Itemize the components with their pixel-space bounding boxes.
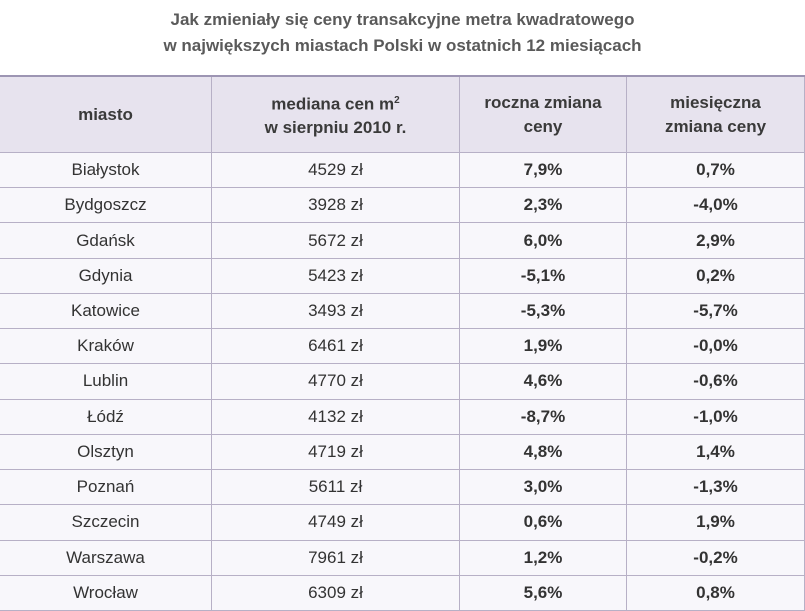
- header-cell: roczna zmiana ceny: [460, 77, 627, 153]
- table-cell: 0,7%: [627, 153, 805, 189]
- table-cell: -5,7%: [627, 293, 805, 330]
- header-cell: miesięczna zmiana ceny: [627, 77, 805, 153]
- header-text: mediana cen m: [271, 94, 395, 114]
- table-cell: 0,6%: [460, 505, 627, 541]
- table-cell: 0,2%: [627, 258, 805, 294]
- table-cell: 4770 zł: [212, 364, 460, 400]
- table-cell: Olsztyn: [0, 434, 212, 471]
- table-cell: 3,0%: [460, 470, 627, 506]
- header-line: ceny: [524, 115, 563, 139]
- header-text: w sierpniu 2010 r.: [264, 118, 407, 138]
- table-cell: -1,0%: [627, 399, 805, 435]
- table-cell: 4719 zł: [212, 434, 460, 471]
- table-cell: 6461 zł: [212, 329, 460, 365]
- table-cell: -0,2%: [627, 540, 805, 576]
- table-cell: 5,6%: [460, 575, 627, 611]
- header-text: miasto: [78, 104, 133, 124]
- table-cell: Poznań: [0, 470, 212, 506]
- table-cell: -8,7%: [460, 399, 627, 435]
- table-cell: 5611 zł: [212, 470, 460, 506]
- table-cell: 2,9%: [627, 223, 805, 259]
- header-text: zmiana ceny: [664, 116, 767, 136]
- table-cell: 1,4%: [627, 434, 805, 471]
- table-cell: 6309 zł: [212, 575, 460, 611]
- header-cell: miasto: [0, 77, 212, 153]
- header-line: miasto: [78, 103, 133, 127]
- table-cell: Lublin: [0, 364, 212, 400]
- table-cell: Szczecin: [0, 505, 212, 541]
- table-cell: Katowice: [0, 293, 212, 330]
- header-line: mediana cen m2: [271, 89, 399, 117]
- table-cell: Białystok: [0, 153, 212, 189]
- table-cell: -5,3%: [460, 293, 627, 330]
- table-cell: -1,3%: [627, 470, 805, 506]
- table-cell: 4132 zł: [212, 399, 460, 435]
- table-cell: 1,2%: [460, 540, 627, 576]
- header-text: miesięczna: [670, 92, 761, 112]
- table-cell: 7,9%: [460, 153, 627, 189]
- table-cell: Warszawa: [0, 540, 212, 576]
- header-cell: mediana cen m2 w sierpniu 2010 r.: [212, 77, 460, 153]
- table-cell: -4,0%: [627, 188, 805, 224]
- title-line: w największych miastach Polski w ostatni…: [163, 36, 642, 55]
- table-cell: -0,0%: [627, 329, 805, 365]
- header-line: roczna zmiana: [484, 91, 601, 115]
- table-cell: 4,8%: [460, 434, 627, 471]
- table-cell: 2,3%: [460, 188, 627, 224]
- table-cell: 7961 zł: [212, 540, 460, 576]
- table-cell: 3493 zł: [212, 293, 460, 330]
- title-line: Jak zmieniały się ceny transakcyjne metr…: [170, 10, 635, 29]
- table-cell: 5672 zł: [212, 223, 460, 259]
- table-cell: Wrocław: [0, 575, 212, 611]
- header-text: ceny: [523, 116, 563, 136]
- table-cell: Łódź: [0, 399, 212, 435]
- table-cell: Gdynia: [0, 258, 212, 294]
- table-cell: -5,1%: [460, 258, 627, 294]
- table-cell: 3928 zł: [212, 188, 460, 224]
- header-text: roczna zmiana: [484, 92, 602, 112]
- table-cell: 1,9%: [460, 329, 627, 365]
- table-cell: 1,9%: [627, 505, 805, 541]
- table-cell: 4529 zł: [212, 153, 460, 189]
- header-line: w sierpniu 2010 r.: [265, 116, 407, 140]
- table-cell: Bydgoszcz: [0, 188, 212, 224]
- table-cell: 4749 zł: [212, 505, 460, 541]
- header-line: miesięczna: [670, 91, 761, 115]
- table: miasto mediana cen m2 w sierpniu 2010 r. ro…: [0, 75, 805, 611]
- superscript: 2: [394, 94, 400, 106]
- table-cell: Kraków: [0, 329, 212, 365]
- header-line: zmiana ceny: [665, 115, 766, 139]
- table-cell: 0,8%: [627, 575, 805, 611]
- table-cell: -0,6%: [627, 364, 805, 400]
- table-cell: 6,0%: [460, 223, 627, 259]
- table-cell: 4,6%: [460, 364, 627, 400]
- table-cell: Gdańsk: [0, 223, 212, 259]
- table-cell: 5423 zł: [212, 258, 460, 294]
